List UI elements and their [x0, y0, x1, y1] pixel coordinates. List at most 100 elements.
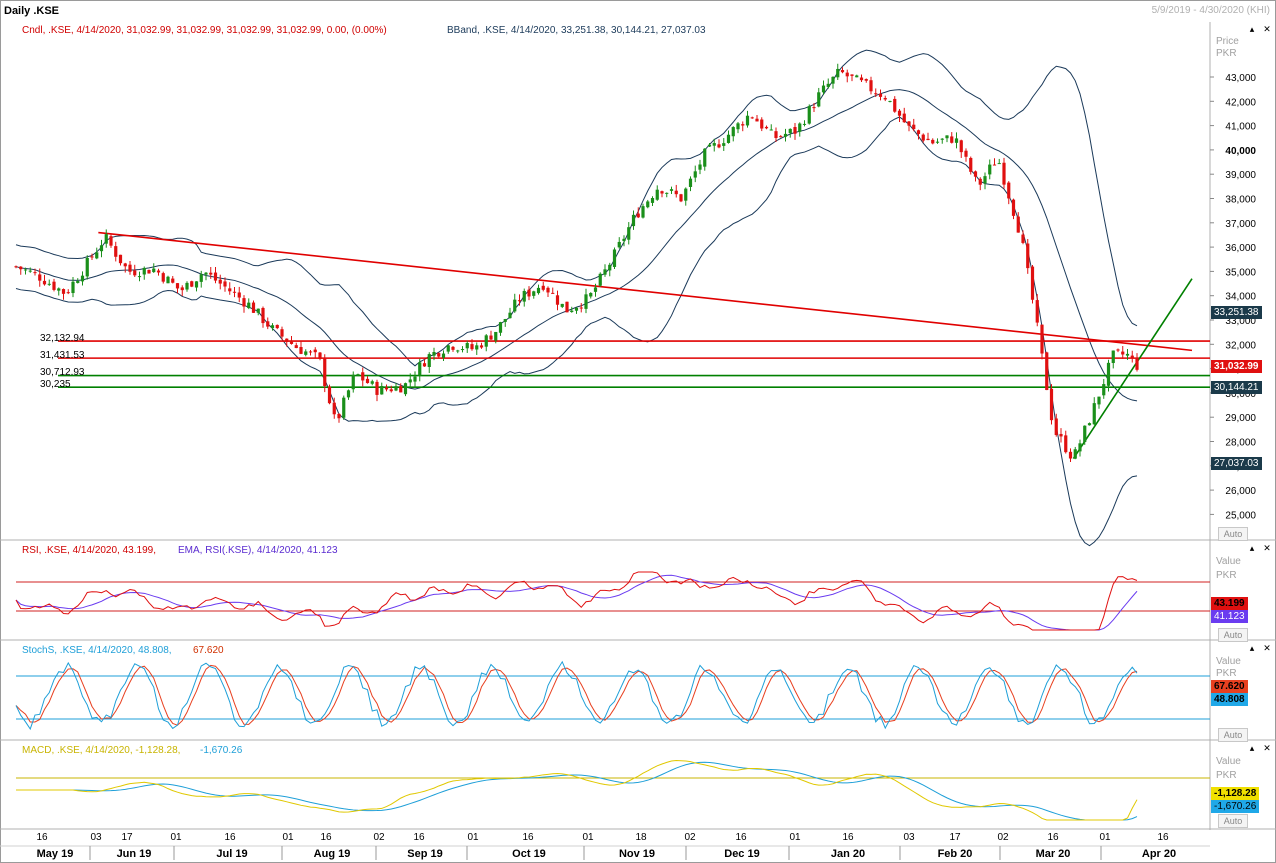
candle-body	[826, 83, 830, 87]
candle-body	[703, 148, 707, 167]
candle-body	[413, 376, 417, 382]
candle-body	[218, 279, 222, 284]
y-tick-label: 25,000	[1225, 510, 1256, 521]
y-tick-label: 40,000	[1225, 146, 1256, 157]
candle-body	[845, 72, 849, 77]
candle-body	[584, 294, 588, 309]
candle-body	[1049, 388, 1054, 421]
stoch-plot	[15, 660, 1210, 731]
candle-body	[308, 351, 313, 353]
candle-body	[19, 266, 23, 270]
candle-body	[674, 190, 678, 195]
rsi-auto-button[interactable]: Auto	[1218, 628, 1248, 642]
candle-body	[669, 189, 674, 191]
stoch-auto-button[interactable]: Auto	[1218, 728, 1248, 742]
bband-legend: BBand, .KSE, 4/14/2020, 33,251.38, 30,14…	[447, 25, 706, 36]
candle-body	[209, 272, 213, 275]
candle-body	[636, 213, 640, 218]
candle-body	[323, 357, 327, 386]
candle-body	[484, 335, 488, 347]
candle-body	[1016, 216, 1020, 233]
candle-body	[598, 273, 602, 286]
candle-body	[175, 283, 180, 289]
day-tick-label: 01	[170, 832, 182, 843]
candle-body	[655, 189, 659, 200]
candle-body	[798, 123, 802, 132]
candle-body	[959, 140, 963, 153]
candle-body	[935, 141, 940, 143]
candle-body	[570, 310, 574, 313]
bb-upper-line	[15, 49, 1138, 367]
day-tick-label: 01	[467, 832, 479, 843]
candle-body	[1130, 355, 1134, 358]
price-auto-button[interactable]: Auto	[1218, 527, 1248, 541]
candle-body	[684, 188, 688, 201]
candle-body	[422, 363, 427, 367]
candle-body	[769, 129, 773, 131]
candle-body	[774, 131, 778, 138]
y-tick-label: 28,000	[1225, 438, 1256, 449]
y-tick-label: 32,000	[1225, 340, 1256, 351]
candle-body	[712, 143, 716, 146]
candle-body	[945, 135, 949, 139]
candle-body	[1106, 362, 1111, 386]
month-label: Jul 19	[216, 848, 247, 860]
panel-close-icon[interactable]: ✕	[1263, 743, 1271, 753]
candle-body	[893, 98, 897, 112]
candle-body	[760, 119, 764, 129]
panel-maximize-icon[interactable]: ▴	[1249, 643, 1255, 653]
macd-auto-button[interactable]: Auto	[1218, 814, 1248, 828]
candle-body	[608, 264, 612, 271]
panel-maximize-icon[interactable]: ▴	[1249, 24, 1255, 34]
candle-body	[275, 324, 279, 329]
stoch-k-tag: 48.808	[1211, 693, 1248, 706]
last-price-tag: 31,032.99	[1211, 360, 1262, 373]
candle-body	[821, 85, 826, 93]
rsi-ema-legend: EMA, RSI(.KSE), 4/14/2020, 41.123	[178, 545, 338, 556]
candle-body	[142, 267, 146, 275]
panel-close-icon[interactable]: ✕	[1263, 543, 1271, 553]
candle-body	[332, 402, 336, 415]
bb-mid-tag: 30,144.21	[1211, 381, 1262, 394]
panel-maximize-icon[interactable]: ▴	[1249, 543, 1255, 553]
candle-body	[118, 254, 123, 264]
level-label: 30,235	[40, 379, 71, 390]
candle-body	[612, 249, 617, 267]
candle-body	[190, 281, 194, 287]
cndl-legend: Cndl, .KSE, 4/14/2020, 31,032.99, 31,032…	[22, 25, 387, 36]
day-tick-label: 02	[373, 832, 385, 843]
macd-signal-legend: -1,670.26	[200, 745, 243, 756]
candle-body	[536, 287, 541, 294]
candle-body	[565, 301, 569, 313]
trendlines[interactable]	[98, 231, 1193, 459]
candle-body	[479, 345, 484, 348]
candle-body	[992, 164, 997, 166]
rsi-axis-currency: PKR	[1216, 570, 1237, 581]
candle-body	[1045, 352, 1049, 391]
candle-body	[147, 269, 151, 274]
panel-maximize-icon[interactable]: ▴	[1249, 743, 1255, 753]
panel-close-icon[interactable]: ✕	[1263, 643, 1271, 653]
day-tick-label: 01	[789, 832, 801, 843]
candle-body	[384, 387, 389, 390]
candle-body	[631, 214, 636, 227]
candle-body	[185, 282, 189, 290]
red-trendline	[98, 231, 1193, 352]
day-tick-label: 16	[1157, 832, 1169, 843]
rsi-legend: RSI, .KSE, 4/14/2020, 43.199,	[22, 545, 156, 556]
price-y-axis: 25,00026,00027,00028,00029,00030,00031,0…	[1210, 73, 1256, 521]
chart-title: Daily .KSE	[4, 5, 60, 17]
panel-close-icon[interactable]: ✕	[1263, 24, 1271, 34]
day-tick-label: 16	[36, 832, 48, 843]
candle-body	[270, 325, 275, 329]
candle-body	[137, 276, 142, 278]
green-trendline	[1072, 278, 1193, 459]
candle-body	[779, 136, 783, 138]
horizontal-levels[interactable]	[58, 340, 1210, 388]
y-tick-label: 36,000	[1225, 243, 1256, 254]
candle-body	[907, 121, 911, 126]
candle-body	[617, 241, 621, 248]
candle-body	[289, 341, 294, 344]
candle-body	[513, 299, 517, 312]
